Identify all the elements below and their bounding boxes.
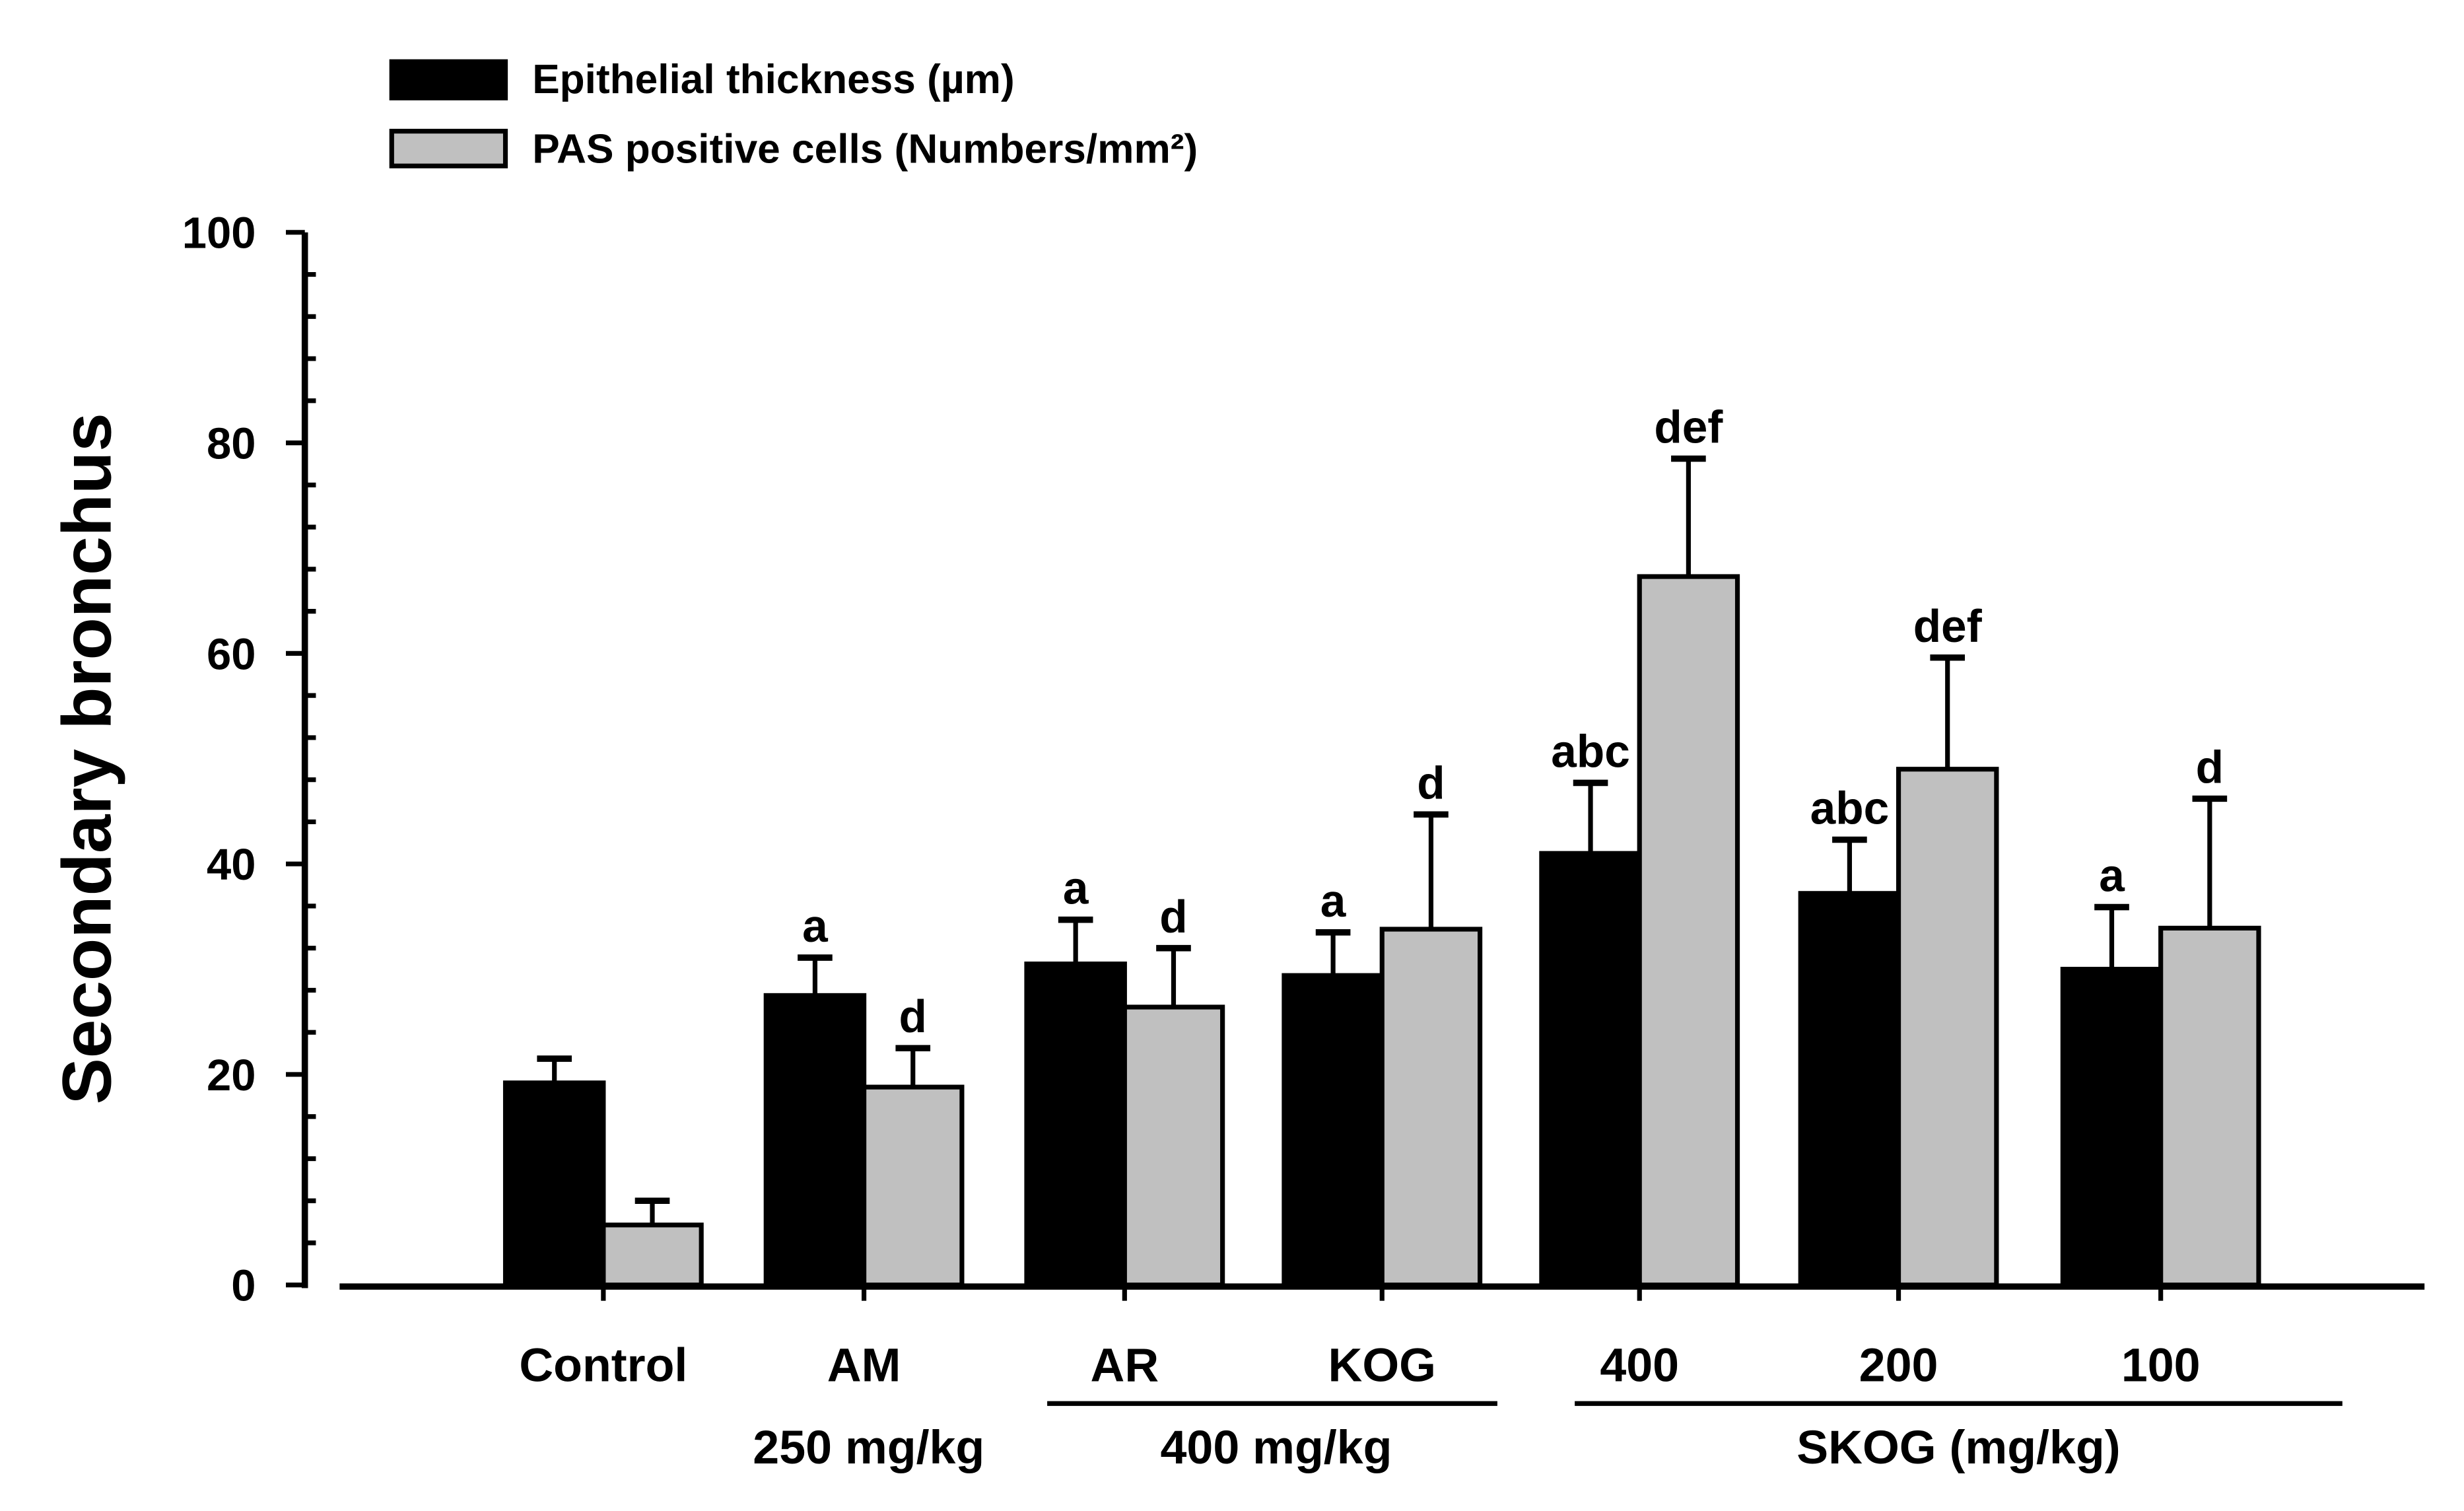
bar-epithelial-thickness <box>1282 973 1385 1288</box>
bar-epithelial-thickness <box>763 993 867 1288</box>
significance-label: a <box>802 900 829 952</box>
significance-label: a <box>1063 862 1089 914</box>
bar-pas-positive-cells <box>2158 925 2261 1288</box>
bar-pas-positive-cells <box>862 1084 965 1288</box>
legend-label-pas: PAS positive cells (Numbers/mm²) <box>532 126 1198 172</box>
significance-label: def <box>1913 600 1983 652</box>
legend: Epithelial thickness (µm) PAS positive c… <box>389 57 1198 172</box>
bar-epithelial-thickness <box>1024 962 1127 1288</box>
bar-epithelial-thickness <box>502 1080 606 1288</box>
significance-label: a <box>1320 875 1347 927</box>
y-tick-label: 40 <box>207 840 256 890</box>
group-label: 400 mg/kg <box>1161 1421 1392 1474</box>
bars: a d a d a d abc def abc def a d <box>502 402 2261 1288</box>
significance-label: def <box>1654 402 1723 453</box>
y-tick-label: 60 <box>207 629 256 679</box>
x-category-label: 100 <box>2121 1339 2201 1392</box>
x-category-label: KOG <box>1328 1339 1436 1392</box>
significance-label: abc <box>1810 783 1890 834</box>
bar-pas-positive-cells <box>1896 767 1999 1288</box>
bar-epithelial-thickness <box>1539 851 1642 1288</box>
group-label: SKOG (mg/kg) <box>1797 1421 2120 1474</box>
y-tick-label: 100 <box>182 209 256 258</box>
bar-epithelial-thickness <box>1798 891 1901 1288</box>
bar-pas-positive-cells <box>1379 927 1483 1288</box>
y-tick-label: 0 <box>231 1261 256 1311</box>
bar-pas-positive-cells <box>1122 1004 1225 1288</box>
y-tick-label: 20 <box>207 1051 256 1100</box>
significance-label: d <box>1417 757 1445 808</box>
x-category-label: 400 <box>1600 1339 1679 1392</box>
significance-label: a <box>2099 850 2125 901</box>
significance-label: d <box>2196 741 2224 792</box>
x-category-label: AM <box>827 1339 901 1392</box>
significance-label: d <box>1159 891 1187 942</box>
legend-swatch-epithelial <box>389 59 508 100</box>
bar-pas-positive-cells <box>601 1222 704 1288</box>
x-labels: Control AM AR KOG 400 200 100 250 mg/kg 400 mg/k… <box>519 1339 2343 1474</box>
y-axis-label: Secondary bronchus <box>48 413 125 1104</box>
group-label: 250 mg/kg <box>753 1421 984 1474</box>
legend-label-epithelial: Epithelial thickness (µm) <box>532 57 1014 102</box>
legend-swatch-pas <box>389 129 508 168</box>
significance-label: d <box>899 991 927 1042</box>
bar-epithelial-thickness <box>2060 966 2164 1288</box>
x-category-label: Control <box>519 1339 687 1392</box>
significance-label: abc <box>1551 726 1630 777</box>
x-category-label: AR <box>1091 1339 1159 1392</box>
x-category-label: 200 <box>1859 1339 1938 1392</box>
y-tick-label: 80 <box>207 419 256 469</box>
bar-pas-positive-cells <box>1637 574 1740 1288</box>
